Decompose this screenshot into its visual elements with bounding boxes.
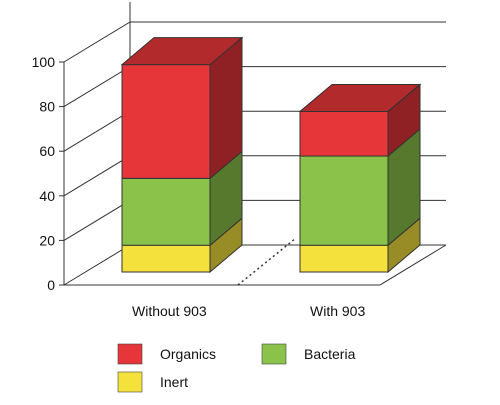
x-category-label: Without 903 xyxy=(132,303,207,319)
bar-segment-inert xyxy=(299,244,389,273)
legend-swatch-inert xyxy=(117,371,143,393)
gridline-left-wall xyxy=(63,66,131,108)
legend-label: Inert xyxy=(160,374,188,390)
y-tick-label: 40 xyxy=(39,188,55,204)
bar-top-organics xyxy=(298,83,422,112)
legend-swatch-bacteria xyxy=(261,343,287,365)
legend-label: Organics xyxy=(160,346,216,362)
bar-segment-inert xyxy=(121,244,211,273)
y-tick-label: 60 xyxy=(39,143,55,159)
gridline-left-wall xyxy=(63,199,131,241)
bar-segment-organics xyxy=(299,110,389,157)
y-tick-label: 100 xyxy=(32,54,56,70)
legend-label: Bacteria xyxy=(304,346,356,362)
x-category-label: With 903 xyxy=(310,303,365,319)
legend-swatch-organics xyxy=(117,343,143,365)
axis-labels: 0 20 40 60 80 100 Without 903 With 903 xyxy=(32,54,366,319)
y-tick-label: 80 xyxy=(39,99,55,115)
gridline-left-wall xyxy=(63,155,131,197)
bar-segment-bacteria xyxy=(121,177,211,246)
y-tick-label: 0 xyxy=(47,277,55,293)
bar-segment-organics xyxy=(121,64,211,179)
bar-segment-bacteria xyxy=(299,155,389,246)
bars xyxy=(120,36,422,274)
gridline-left-wall xyxy=(63,244,131,286)
y-tick-label: 20 xyxy=(39,232,55,248)
gridline-left-wall xyxy=(63,21,131,63)
bar-top-organics xyxy=(120,37,244,66)
gridline-left-wall xyxy=(63,110,131,152)
legend: Organics Bacteria Inert xyxy=(117,343,356,393)
floor-right-edge xyxy=(379,244,447,286)
